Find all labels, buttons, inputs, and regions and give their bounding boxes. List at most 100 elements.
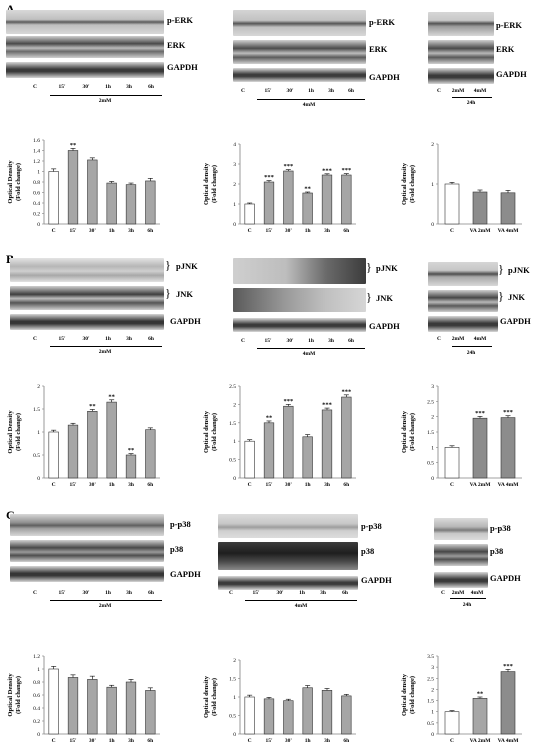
y-tick-label: 0 [431, 476, 434, 482]
condition-label: 2mM [98, 603, 112, 609]
blot-label: GAPDH [369, 72, 400, 82]
y-tick-label: 0 [37, 222, 40, 228]
y-tick-label: 1 [37, 667, 40, 673]
lane-label: C [229, 590, 233, 596]
y-tick-label: 1.5 [33, 407, 40, 413]
bar-chart-b-24h: Optical density (Fold change) 0 0.5 1 1.5 2 2.5… [401, 384, 522, 488]
significance-label: ** [128, 447, 135, 454]
bar [244, 440, 255, 479]
lane-label: 1h [308, 338, 314, 344]
y-tick-label: 2 [431, 687, 434, 693]
bar-chart-c-4mm: Optical density (Fold change) 0 0.5 1 1.5 2 C 15… [203, 658, 356, 744]
blot-label: GAPDH [170, 569, 201, 579]
lane-label: C [241, 338, 245, 344]
bar [283, 405, 294, 479]
lane-label: 30' [82, 336, 90, 342]
x-tick-label: C [52, 482, 56, 488]
x-tick-label: 15' [69, 228, 77, 234]
x-tick-label: C [52, 228, 56, 234]
lane-label: 3h [328, 88, 334, 94]
y-tick-label: 2 [431, 415, 434, 421]
y-tick-label: 1.2 [33, 159, 40, 165]
blot-label: p38 [361, 546, 375, 556]
x-tick-label: 15' [265, 738, 273, 744]
y-tick-label: 0.5 [229, 714, 236, 720]
blot-label: p-ERK [167, 15, 193, 25]
blot-label: pJNK [176, 261, 198, 271]
y-tick-label: 3.5 [427, 654, 434, 660]
x-tick-label: 30' [285, 228, 293, 234]
lane-label: 3h [126, 336, 132, 342]
significance-label: *** [341, 388, 351, 395]
condition-line [452, 97, 492, 98]
condition-label: 2mM [98, 98, 112, 104]
blot-label: p-p38 [170, 519, 191, 529]
bar [341, 695, 352, 735]
blot-label: p-p38 [361, 521, 382, 531]
bar-chart-a-4mm: Optical density (Fold change) 0 1 2 3 4 C *** 15'… [203, 142, 356, 234]
western-blot-a-2mm [6, 10, 164, 78]
significance-label: ** [108, 393, 115, 400]
western-blot-b-4mm [233, 258, 366, 332]
bar [321, 409, 333, 479]
x-tick-label: 3h [128, 482, 134, 488]
bar [321, 690, 333, 735]
x-tick-label: 30' [89, 228, 97, 234]
bar [145, 180, 156, 225]
western-blot-c-4mm [218, 514, 358, 590]
y-tick-label: 0.5 [427, 721, 434, 727]
y-tick-label: 0.2 [33, 212, 40, 218]
panel-letter-a: A [6, 2, 15, 16]
bar [500, 192, 516, 225]
bar [341, 174, 352, 225]
western-blot-a-24h [428, 12, 494, 84]
western-blot-c-24h [434, 518, 488, 588]
lane-label: 6h [342, 590, 348, 596]
bar [244, 696, 255, 735]
bar [500, 671, 516, 735]
x-tick-label: 6h [343, 738, 349, 744]
x-tick-label: 1h [109, 228, 115, 234]
y-tick-label: 0.8 [33, 680, 40, 686]
y-tick-label: 0.2 [33, 719, 40, 725]
western-blot-b-24h [428, 262, 498, 332]
significance-label: *** [264, 174, 274, 181]
y-tick-label: 2 [37, 384, 40, 390]
bar [302, 436, 313, 479]
y-axis-label: Optical Density [7, 673, 14, 717]
y-tick-label: 1.6 [33, 138, 40, 144]
condition-line [50, 600, 162, 601]
blot-label: p38 [490, 546, 504, 556]
y-tick-label: 4 [233, 142, 236, 148]
x-tick-label: 6h [343, 482, 349, 488]
lane-label: C [441, 590, 445, 596]
lane-label: C [437, 336, 441, 342]
condition-line [50, 95, 162, 96]
bar [263, 698, 275, 735]
blot-label: pJNK [376, 263, 398, 273]
y-tick-label: 2 [233, 402, 236, 408]
bar [106, 182, 117, 225]
bar [302, 192, 313, 225]
bar [244, 203, 255, 225]
western-blot-a-4mm [233, 10, 366, 82]
lane-label: 3h [126, 590, 132, 596]
x-tick-label: 30' [89, 482, 97, 488]
blot-label: p-ERK [496, 20, 522, 30]
bar [321, 174, 333, 225]
lane-label: 6h [348, 88, 354, 94]
lane-label: 30' [276, 590, 284, 596]
blot-label: GAPDH [490, 573, 521, 583]
significance-label: *** [322, 402, 332, 409]
blot-label: GAPDH [496, 69, 527, 79]
bar [87, 679, 98, 735]
y-tick-label: 0.5 [229, 458, 236, 464]
y-axis-label: Optical Density [7, 160, 14, 204]
blot-label: p-p38 [490, 523, 511, 533]
bar [125, 454, 137, 479]
blot-label: ERK [496, 44, 515, 54]
blot-label: JNK [508, 292, 525, 302]
condition-label: 4mM [294, 603, 308, 609]
x-tick-label: C [52, 738, 56, 744]
x-tick-label: C [450, 228, 454, 234]
